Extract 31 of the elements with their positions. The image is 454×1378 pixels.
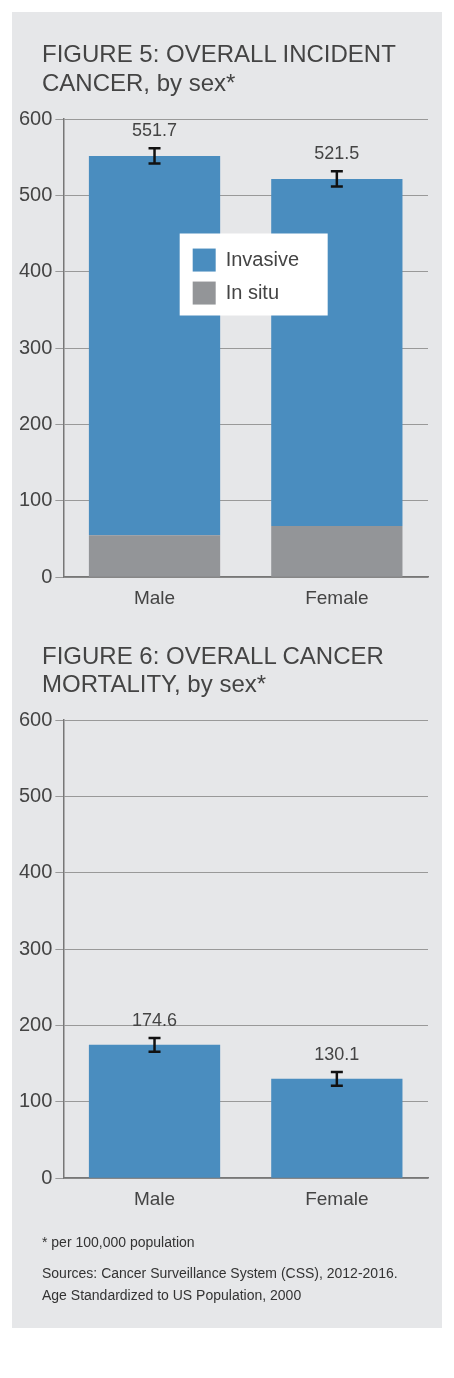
- legend-label: In situ: [225, 280, 280, 303]
- total-label: 521.5: [314, 142, 360, 163]
- data-label: 174.6: [132, 1010, 178, 1031]
- y-tick-label: 0: [41, 564, 53, 587]
- x-tick-label: Female: [305, 586, 369, 608]
- y-tick-label: 300: [18, 936, 53, 959]
- y-tick-label: 500: [18, 784, 53, 807]
- y-tick-label: 0: [41, 1165, 53, 1188]
- y-tick-label: 600: [18, 106, 53, 129]
- y-tick-label: 600: [18, 707, 53, 730]
- y-tick-label: 200: [18, 411, 53, 434]
- text: * per 100,000 population: [42, 1233, 196, 1253]
- chart-title: FIGURE 5: OVERALL INCIDENT CANCER, by sex*: [41, 40, 397, 98]
- chart-title: FIGURE 6: OVERALL CANCER MORTALITY, by sex*: [41, 641, 385, 700]
- y-tick-label: 300: [18, 335, 53, 358]
- data-label: 130.1: [314, 1044, 360, 1065]
- source-note: Sources: Cancer Surveillance System (CSS), 2012-2016. Age Standardized to US Population, 2000: [42, 1263, 399, 1305]
- x-tick-label: Male: [133, 586, 176, 608]
- total-label: 551.7: [132, 119, 178, 140]
- x-tick-label: Female: [305, 1188, 369, 1210]
- y-tick-label: 500: [18, 182, 53, 205]
- y-tick-label: 400: [18, 258, 53, 281]
- legend-label: Invasive: [225, 247, 300, 270]
- bar: [271, 525, 403, 577]
- y-tick-label: 400: [18, 860, 53, 883]
- y-tick-label: 200: [18, 1013, 53, 1036]
- bar: [88, 534, 221, 577]
- y-tick-label: 100: [18, 1089, 53, 1112]
- y-tick-label: 100: [18, 487, 53, 510]
- x-tick-label: Male: [133, 1188, 176, 1210]
- bar: [88, 155, 221, 535]
